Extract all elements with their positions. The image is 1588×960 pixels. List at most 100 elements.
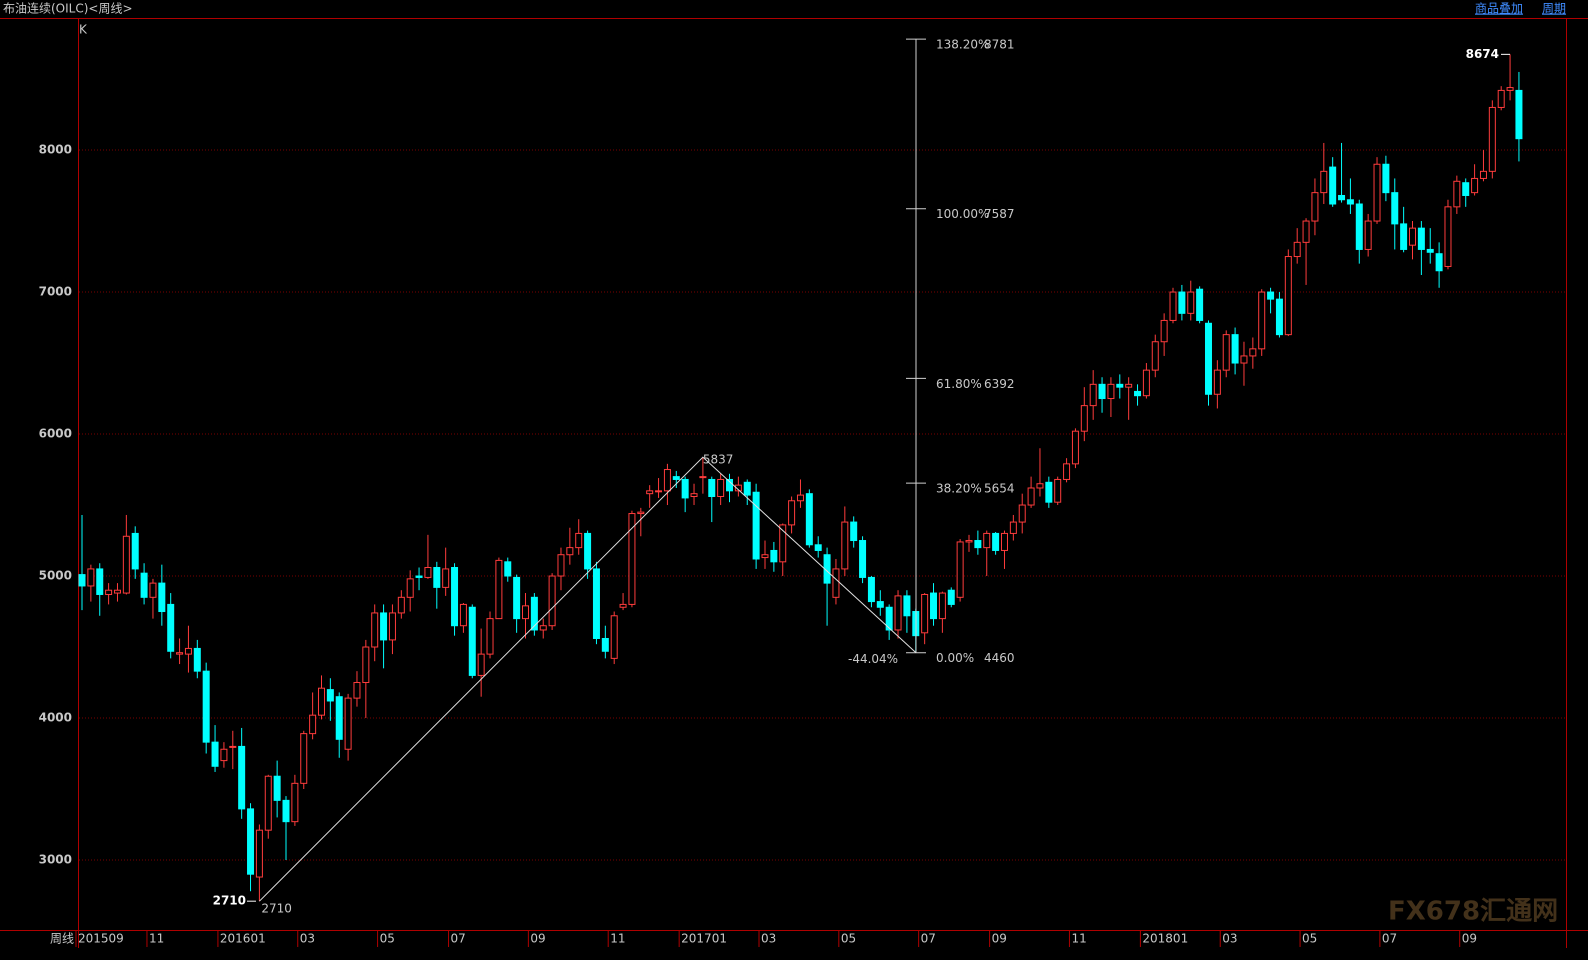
candle-body [167,603,175,652]
candle-body [433,567,441,588]
candle-body [184,647,192,655]
candle-body [841,521,849,570]
x-tick-label: 11 [1071,932,1086,946]
period-label: 周线 [50,932,74,946]
candle-body [247,808,255,875]
candle-body [885,606,893,631]
candle-body [1054,478,1062,503]
candle-body [1063,463,1071,480]
trend-line [259,456,917,902]
overlay-button[interactable]: 商品叠加 [1475,1,1523,16]
candle-body [1373,163,1381,222]
candle-body [1453,180,1461,208]
candle-body [903,595,911,617]
candle-body [1364,220,1372,250]
candle-body [1045,481,1053,503]
candle-body [1284,256,1292,336]
fib-value: 4460 [984,651,1015,665]
candle-body [1151,341,1159,371]
candle-body [1329,166,1337,205]
candle-body [1435,253,1443,272]
candle-body [592,568,600,639]
y-tick-label: 6000 [39,427,72,441]
fib-percent: 100.00% [936,207,989,221]
candle-body [78,574,86,587]
candle-body [974,540,982,549]
candle-body [1187,291,1195,314]
candle-body [1089,383,1097,407]
candle-body [1267,291,1275,300]
x-tick-label: 201601 [220,932,266,946]
candle-body [1169,291,1177,321]
x-tick-label: 201801 [1142,932,1188,946]
candle-body [264,775,272,831]
candle-body [1213,369,1221,395]
candle-body [965,540,973,543]
fib-value: 7587 [984,207,1015,221]
candle-body [805,493,813,546]
candle-body [1098,383,1106,400]
y-tick-label: 7000 [39,285,72,299]
candle-body [468,606,476,676]
x-tick-label: 07 [921,932,936,946]
candle-body [282,799,290,823]
candle-body [326,689,334,702]
x-tick-label: 05 [380,932,395,946]
candle-body [211,741,219,767]
x-tick-label: 11 [610,932,625,946]
candle-body [1355,203,1363,250]
candle-body [344,697,352,750]
x-tick-label: 03 [300,932,315,946]
candle-body [96,568,104,595]
x-tick-label: 03 [1222,932,1237,946]
candle-body [220,748,228,762]
candle-body [947,589,955,605]
fib-percent: 0.00% [936,651,974,665]
candle-body [113,589,121,594]
candle-body [1027,487,1035,506]
x-tick-label: 09 [992,932,1007,946]
candle-body [424,567,432,578]
candle-body [699,476,707,479]
candle-body [530,596,538,631]
candle-body [415,575,423,578]
candle-body [1497,89,1505,108]
header-title: 布油连续(OILC)<周线> [3,1,133,16]
candle-body [1231,334,1239,364]
candle-body [1417,227,1425,250]
candle-body [477,653,485,676]
candle-body [681,478,689,499]
candle-body [1240,355,1248,364]
candle-body [1204,322,1212,395]
candle-body [149,582,157,598]
candle-body [1009,521,1017,534]
period-button[interactable]: 周期 [1542,2,1566,16]
candle-body [1080,405,1088,432]
candle-body [238,745,246,810]
candle-body [1222,334,1230,371]
candle-body [655,490,663,493]
candle-body [637,511,645,515]
candle-body [1258,291,1266,350]
candle-body [557,554,565,577]
candle-body [1275,298,1283,336]
x-tick-label: 201509 [78,932,124,946]
trend-high-label: 5837 [703,453,734,467]
candle-body [442,568,450,588]
fib-percent: 38.20% [936,482,982,496]
candle-body [202,670,210,743]
candle-body [663,469,671,492]
candle-body [717,478,725,498]
candle-body [1071,430,1079,465]
candle-body [1018,504,1026,523]
candle-body [752,491,760,560]
candle-body [353,682,361,699]
candle-body [743,481,751,496]
candle-body [504,561,512,577]
candle-body [601,637,609,652]
candle-body [335,696,343,740]
candle-body [300,733,308,784]
candle-body [921,593,929,634]
candle-body [513,576,521,620]
